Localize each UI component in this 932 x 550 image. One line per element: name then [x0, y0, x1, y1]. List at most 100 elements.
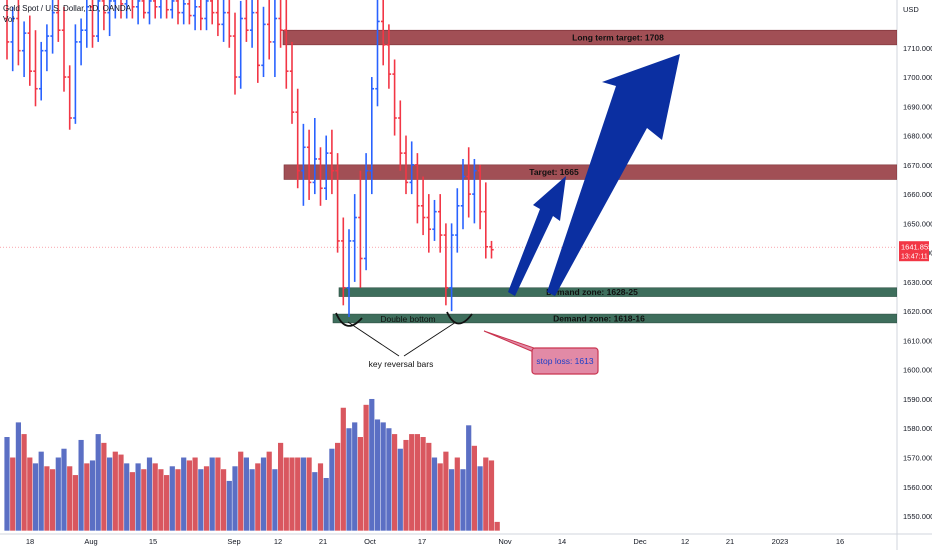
- volume-bar: [38, 451, 44, 531]
- ohlc-bar: [329, 129, 335, 195]
- volume-bar: [494, 521, 500, 531]
- volume-bar: [124, 463, 130, 531]
- ohlc-bar: [113, 0, 117, 19]
- volume-bar: [323, 477, 329, 531]
- ohlc-bar: [318, 147, 323, 206]
- volume-bar: [61, 448, 67, 531]
- volume-bar: [312, 472, 318, 531]
- ohlc-bar: [107, 0, 112, 37]
- time-tick: Dec: [633, 537, 647, 546]
- ohlc-bar: [312, 118, 317, 195]
- volume-bar: [112, 451, 118, 531]
- volume-bar: [483, 457, 489, 531]
- ohlc-bar: [255, 0, 260, 83]
- ohlc-bar: [181, 0, 186, 25]
- ohlc-bar: [324, 135, 329, 200]
- ohlc-bar: [187, 0, 192, 25]
- ohlc-bar: [432, 199, 437, 241]
- time-tick: 18: [26, 537, 34, 546]
- ohlc-bar: [120, 0, 124, 19]
- volume-bar: [118, 454, 124, 531]
- volume-bar: [363, 404, 369, 531]
- volume-bar: [392, 434, 398, 531]
- time-tick: Aug: [84, 537, 97, 546]
- volume-label: Vol: [3, 15, 15, 24]
- ohlc-bar: [153, 0, 158, 19]
- volume-bar: [449, 469, 455, 531]
- price-tick: 1620.000: [903, 307, 932, 316]
- volume-bar: [317, 463, 324, 531]
- volume-bar: [409, 434, 415, 531]
- long-term-target-label: Long term target: 1708: [572, 33, 664, 43]
- ohlc-bar: [227, 0, 232, 48]
- volume-bar: [95, 434, 101, 531]
- ohlc-bar: [301, 123, 306, 206]
- ohlc-bar: [238, 0, 243, 89]
- price-tick: 1600.000: [903, 366, 932, 375]
- volume-bar: [420, 437, 426, 531]
- demand-zone: [332, 313, 897, 324]
- ohlc-bar: [335, 153, 340, 253]
- volume-bar: [466, 425, 472, 531]
- volume-bar: [243, 457, 249, 531]
- volume-bar: [335, 442, 341, 531]
- volume-bar: [380, 422, 386, 531]
- ohlc-bar: [477, 164, 483, 230]
- volume-bar: [221, 469, 227, 531]
- ohlc-bar: [232, 12, 238, 95]
- volume-bar: [67, 466, 73, 531]
- ohlc-bar: [289, 41, 295, 124]
- volume-bar: [209, 457, 215, 531]
- ohlc-bar: [295, 88, 300, 189]
- ohlc-bar: [33, 30, 38, 107]
- volume-bar: [306, 457, 312, 531]
- price-tick: 1630.000: [903, 278, 932, 287]
- volume-bar: [15, 422, 21, 531]
- last-price-badge: [899, 241, 929, 262]
- volume-bar: [249, 469, 255, 531]
- ohlc-bar: [244, 0, 249, 42]
- symbol-title: Gold Spot / U.S. Dollar, 1D, OANDA: [3, 4, 132, 13]
- key-reversal-label: key reversal bars: [369, 359, 434, 369]
- ohlc-bar: [198, 0, 203, 31]
- ohlc-bar: [96, 0, 101, 42]
- volume-bar: [477, 466, 483, 531]
- volume-bar: [84, 463, 90, 531]
- ohlc-bar: [10, 6, 15, 72]
- arrow-to-target: [508, 176, 566, 296]
- volume-bar: [414, 434, 420, 531]
- volume-bar: [443, 451, 449, 531]
- volume-bar: [198, 469, 204, 531]
- volume-bar: [27, 457, 33, 531]
- ohlc-bar: [221, 0, 226, 42]
- ohlc-bar: [210, 0, 215, 25]
- ohlc-bar: [158, 0, 162, 19]
- price-tick: 1670.000: [903, 161, 932, 170]
- volume-bar: [181, 457, 187, 531]
- ohlc-bar: [249, 0, 255, 48]
- price-tick: 1550.000: [903, 512, 932, 521]
- ohlc-bar: [165, 0, 169, 19]
- ohlc-bar: [135, 0, 141, 25]
- ohlc-bar: [369, 77, 374, 195]
- volume-bar: [232, 466, 238, 531]
- price-tick: 1650.000: [903, 219, 932, 228]
- volume-bar: [283, 457, 289, 531]
- ohlc-bar: [306, 129, 312, 200]
- ohlc-bar: [44, 24, 50, 72]
- volume-bar: [32, 463, 39, 531]
- volume-bar: [329, 448, 335, 531]
- ohlc-bar: [39, 41, 44, 101]
- ohlc-bar: [363, 153, 369, 271]
- time-tick: 17: [418, 537, 426, 546]
- ohlc-bar: [215, 0, 221, 37]
- volume-bar: [403, 439, 409, 531]
- volume-bar: [431, 457, 438, 531]
- target-zone: [282, 29, 897, 46]
- price-tick: 1560.000: [903, 483, 932, 492]
- plot-area: Long term target: 1708 Target: 1665 Demand…: [0, 0, 897, 531]
- ohlc-bar: [56, 0, 61, 42]
- ohlc-bar: [443, 223, 449, 306]
